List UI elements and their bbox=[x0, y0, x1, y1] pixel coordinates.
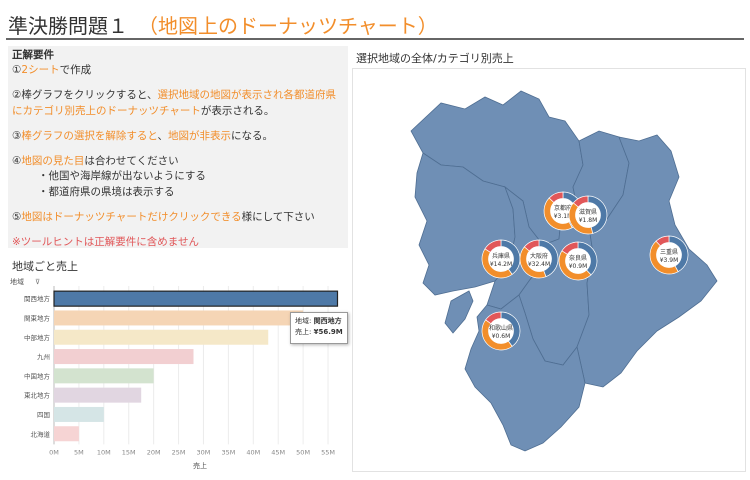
requirement-4-sub-2: ・都道府県の県境は表示する bbox=[38, 185, 175, 198]
bar-1[interactable] bbox=[54, 310, 304, 326]
x-tick-label: 50M bbox=[296, 448, 310, 456]
requirement-4: ④地図の見た目は合わせてください bbox=[12, 155, 179, 168]
donut-hole bbox=[488, 246, 514, 272]
tooltip-sales-row: 売上: ¥56.9M bbox=[295, 327, 343, 336]
dashboard-header: 準決勝問題１ （地図上のドーナッツチャート） bbox=[6, 6, 744, 40]
x-tick-label: 30M bbox=[197, 448, 211, 456]
requirement-4-sub-1: ・他国や海岸線が出ないようにする bbox=[38, 170, 206, 183]
bar-chart-title: 地域ごと売上 bbox=[12, 260, 78, 273]
donut-value: ¥3.1M bbox=[554, 213, 573, 220]
y-tick-label: 中国地方 bbox=[24, 371, 51, 380]
page-title: 準決勝問題１ （地図上のドーナッツチャート） bbox=[8, 14, 438, 38]
map-panel: 京都府 ¥3.1M 滋賀県 ¥1.8M 兵庫県 ¥14.2M 大阪府 ¥32.4M 奈良県 ¥0.… bbox=[352, 68, 746, 472]
y-tick-label: 九州 bbox=[37, 352, 50, 361]
page-subtitle: （地図上のドーナッツチャート） bbox=[138, 14, 438, 38]
x-tick-label: 35M bbox=[221, 448, 235, 456]
bar-6[interactable] bbox=[54, 406, 104, 422]
donut-value: ¥0.9M bbox=[569, 263, 588, 270]
requirements-heading: 正解要件 bbox=[12, 49, 54, 61]
x-tick-label: 15M bbox=[122, 448, 136, 456]
donut-value: ¥14.2M bbox=[490, 261, 512, 268]
bar-2[interactable] bbox=[54, 329, 269, 345]
donut-value: ¥1.8M bbox=[579, 217, 598, 224]
x-tick-label: 20M bbox=[147, 448, 161, 456]
donut-hole bbox=[488, 318, 514, 344]
y-tick-label: 四国 bbox=[37, 411, 50, 419]
requirement-1: ①2シートで作成 bbox=[12, 64, 92, 77]
tooltip-region-row: 地域: 関西地方 bbox=[295, 317, 342, 325]
x-tick-label: 5M bbox=[74, 448, 84, 456]
donut-value: ¥32.4M bbox=[528, 261, 550, 268]
x-tick-label: 45M bbox=[271, 448, 285, 456]
y-tick-label: 東北地方 bbox=[24, 391, 51, 400]
donut-5[interactable]: 三重県¥3.9M bbox=[649, 235, 689, 275]
map-title: 選択地域の全体/カテゴリ別売上 bbox=[356, 52, 514, 65]
bar-7[interactable] bbox=[54, 426, 79, 442]
filter-icon[interactable]: ⊽ bbox=[35, 278, 40, 286]
donut-4[interactable]: 奈良県¥0.9M bbox=[558, 241, 598, 281]
requirement-3: ③棒グラフの選択を解除すると、地図が非表示になる。 bbox=[12, 129, 274, 142]
donut-value: ¥0.6M bbox=[492, 333, 511, 340]
y-tick-label: 中部地方 bbox=[24, 333, 51, 342]
donut-label: 兵庫県 bbox=[492, 252, 510, 260]
donut-1[interactable]: 滋賀県¥1.8M bbox=[568, 195, 608, 235]
requirement-2: ②棒グラフをクリックすると、選択地域の地図が表示され各都道府県にカテゴリ別売上の… bbox=[12, 89, 336, 117]
awaji-island bbox=[444, 290, 474, 334]
tooltip-note: ※ツールヒントは正解要件に含めません bbox=[12, 235, 199, 248]
x-tick-label: 10M bbox=[97, 448, 111, 456]
bar-5[interactable] bbox=[54, 387, 142, 403]
x-tick-label: 0M bbox=[49, 448, 59, 456]
x-tick-label: 40M bbox=[246, 448, 260, 456]
donut-hole bbox=[565, 248, 591, 274]
donut-hole bbox=[575, 202, 601, 228]
donut-label: 和歌山県 bbox=[489, 324, 513, 332]
donut-label: 三重県 bbox=[660, 248, 678, 256]
kansai-map: 京都府¥3.1M滋賀県¥1.8M兵庫県¥14.2M大阪府¥32.4M奈良県¥0.… bbox=[410, 90, 718, 452]
donut-label: 大阪府 bbox=[530, 252, 548, 260]
bar-4[interactable] bbox=[54, 368, 154, 384]
requirement-5: ⑤地図はドーナッツチャートだけクリックできる様にして下さい bbox=[12, 210, 315, 223]
bar-3[interactable] bbox=[54, 349, 194, 365]
donut-value: ¥3.9M bbox=[660, 257, 679, 264]
donut-label: 京都府 bbox=[554, 204, 572, 212]
donut-label: 奈良県 bbox=[569, 254, 587, 262]
bar-0[interactable] bbox=[53, 290, 339, 307]
donut-label: 滋賀県 bbox=[579, 208, 597, 216]
donut-charts: 京都府¥3.1M滋賀県¥1.8M兵庫県¥14.2M大阪府¥32.4M奈良県¥0.… bbox=[481, 191, 689, 351]
y-tick-label: 関東地方 bbox=[24, 313, 51, 322]
requirements-panel: 正解要件 ①2シートで作成 ②棒グラフをクリックすると、選択地域の地図が表示され… bbox=[8, 46, 348, 248]
donut-hole bbox=[656, 242, 682, 268]
donut-6[interactable]: 和歌山県¥0.6M bbox=[481, 311, 521, 351]
y-tick-label: 関西地方 bbox=[24, 294, 51, 303]
donut-3[interactable]: 大阪府¥32.4M bbox=[519, 239, 559, 279]
donut-2[interactable]: 兵庫県¥14.2M bbox=[481, 239, 521, 279]
x-tick-label: 55M bbox=[321, 448, 335, 456]
x-tick-label: 25M bbox=[172, 448, 186, 456]
donut-hole bbox=[526, 246, 552, 272]
y-tick-label: 北海道 bbox=[31, 429, 51, 438]
x-axis-title: 売上 bbox=[193, 461, 207, 470]
y-axis-header: 地域 bbox=[10, 277, 24, 286]
sales-tooltip: 地域: 関西地方 売上: ¥56.9M bbox=[290, 312, 348, 344]
